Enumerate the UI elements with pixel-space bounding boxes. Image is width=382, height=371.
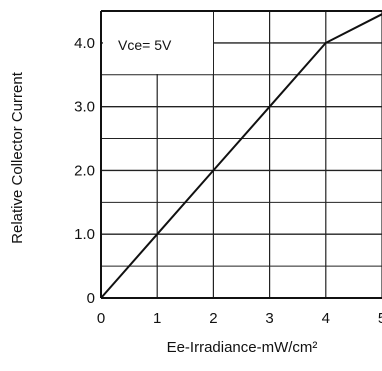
annotation-box [103, 12, 213, 74]
x-tick-label-4: 4 [322, 310, 330, 327]
x-tick-label-5: 5 [378, 310, 382, 327]
annotation-text: Vce= 5V [118, 37, 172, 53]
y-tick-label-1: 1.0 [74, 226, 95, 243]
x-tick-label-3: 3 [265, 310, 273, 327]
y-tick-label-4: 4.0 [74, 35, 95, 52]
plot-frame [100, 10, 382, 299]
x-axis-title: Ee-Irradiance-mW/cm² [167, 339, 318, 356]
y-tick-label-3: 3.0 [74, 99, 95, 116]
series-line [100, 13, 382, 299]
y-tick-label-2: 2.0 [74, 162, 95, 179]
x-tick-label-1: 1 [153, 310, 161, 327]
x-tick-label-2: 2 [209, 310, 217, 327]
tick-labels: 0 1 2 3 4 5 0 1.0 2.0 3.0 4.0 [74, 35, 382, 327]
y-axis-title: Relative Collector Current [9, 71, 26, 244]
y-tick-label-0: 0 [87, 290, 95, 307]
x-tick-label-0: 0 [97, 310, 105, 327]
